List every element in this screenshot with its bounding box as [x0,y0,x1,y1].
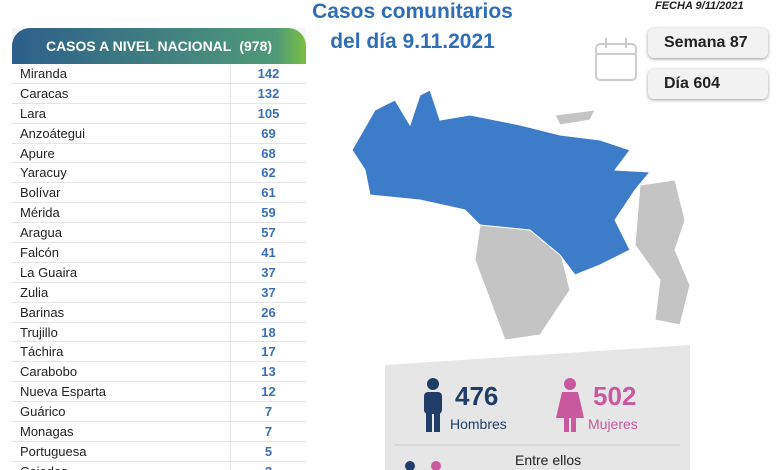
table-row: Barinas 26 [12,302,306,323]
case-count: 12 [261,384,276,400]
state-name: Cojedes [12,461,231,470]
state-name: Mérida [12,203,231,223]
stats-shadow [385,345,690,470]
women-count: 502 [593,381,637,411]
state-name: Táchira [12,342,231,362]
map-blue [351,89,652,276]
men-count: 476 [455,381,499,411]
case-count: 62 [261,165,276,181]
table-row: Monagas 7 [12,422,306,442]
case-count: 132 [257,85,280,101]
man-icon [424,378,442,432]
state-name: Miranda [12,64,231,83]
table-row: Mérida 59 [12,203,306,224]
case-count: 41 [261,244,276,260]
case-count: 61 [261,185,276,201]
state-name: Aragua [12,223,231,243]
state-name: Trujillo [12,322,231,342]
calendar-icon [595,38,637,81]
case-count: 7 [264,423,273,439]
table-row: Zulia 37 [12,282,306,303]
table-row: Aragua 57 [12,223,306,244]
case-count: 7 [264,404,273,420]
case-count: 68 [261,145,276,161]
case-count: 18 [261,324,276,340]
table-row: Carabobo 13 [12,362,306,383]
state-name: Apure [12,143,231,163]
state-name: Nueva Esparta [12,382,231,402]
state-name: La Guaira [12,262,231,282]
state-name: Guárico [12,402,231,422]
case-count: 57 [261,225,276,241]
state-name: Falcón [12,243,231,262]
table-row: Caracas 132 [12,83,306,104]
case-count: 2 [231,464,306,470]
day-box: Día 604 [648,69,768,99]
woman-icon [556,378,584,432]
state-name: Anzoátegui [12,123,231,143]
men-label: Hombres [450,416,507,432]
table-row: Miranda 142 [12,64,306,84]
case-count: 59 [261,205,276,221]
week-box: Semana 87 [648,28,768,58]
case-count: 26 [261,304,276,320]
date: FECHA 9/11/2021 [655,0,744,12]
table-body: Miranda 142 Caracas 132 Lara 105 Anzoátegui 69 A… [12,64,306,470]
table-row: Cojedes2 [12,461,306,470]
table-row: Lara 105 [12,103,306,124]
table-row: Yaracuy 62 [12,163,306,184]
title-line: del día 9.11.2021 [330,30,495,53]
case-count: 37 [261,264,276,280]
case-count: 105 [257,105,280,121]
state-name: Caracas [12,83,231,103]
state-name: Carabobo [12,362,231,382]
table-row: Trujillo 18 [12,322,306,343]
small-icons [405,461,441,470]
state-name: Portuguesa [12,441,231,461]
note: Entre ellos [515,452,582,468]
state-name: Bolívar [12,183,231,203]
table-title: CASOS A NIVEL NACIONAL [45,38,232,54]
title-line: Casos comunitarios [312,0,513,23]
case-count: 37 [261,284,276,300]
table-header: CASOS A NIVEL NACIONAL (978) [12,28,306,64]
case-count: 69 [261,125,276,141]
women-label: Mujeres [588,416,638,432]
state-name: Lara [12,103,231,123]
table-row: Bolívar 61 [12,183,306,204]
table-row: Falcón 41 [12,243,306,263]
case-count: 13 [261,364,276,380]
table-row: Táchira 17 [12,342,306,363]
state-name: Yaracuy [12,163,231,183]
table-row: Guárico 7 [12,402,306,423]
case-count: 142 [257,65,280,81]
case-count: 17 [261,344,276,360]
cases-table: CASOS A NIVEL NACIONAL (978) Miranda 142 C… [12,28,306,470]
state-name: Monagas [12,422,231,441]
case-count: 5 [264,443,273,459]
state-name: Barinas [12,302,231,322]
table-total: (978) [239,38,273,54]
table-row: Portuguesa 5 [12,441,306,462]
table-row: Nueva Esparta 12 [12,382,306,403]
table-row: La Guaira 37 [12,262,306,283]
table-row: Anzoátegui 69 [12,123,306,144]
state-name: Zulia [12,282,231,302]
table-row: Apure 68 [12,143,306,164]
